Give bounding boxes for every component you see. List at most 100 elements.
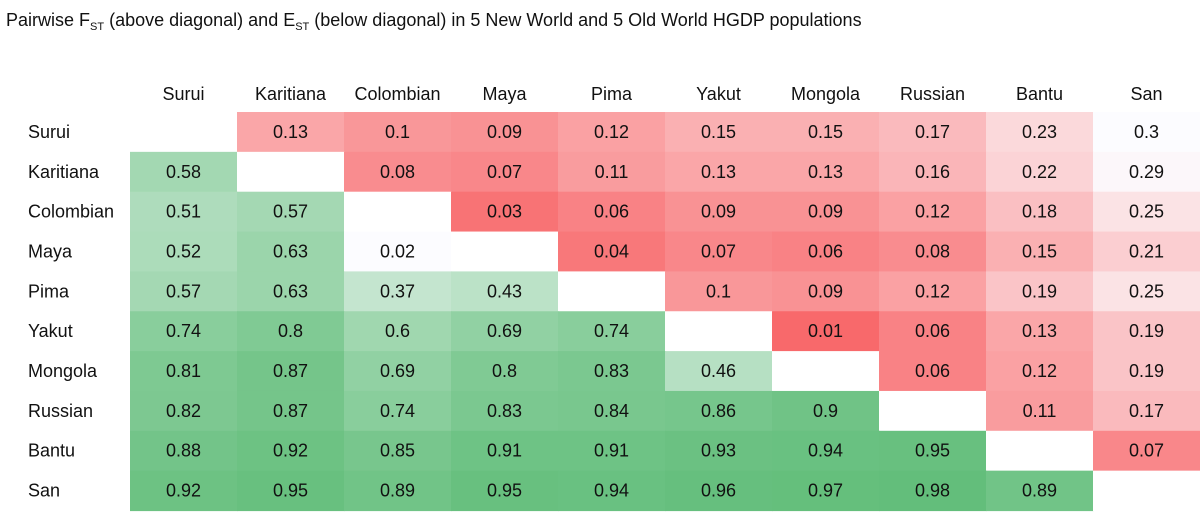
- cell-value-label: 0.06: [915, 361, 950, 381]
- heatmap-cell-karitiana-colombian: [344, 151, 452, 193]
- heatmap-cell-san-surui: [130, 470, 238, 512]
- heatmap-cell-surui-yakut: [665, 112, 773, 153]
- title-subscript-1: ST: [90, 21, 104, 33]
- cell-value-label: 0.13: [273, 122, 308, 142]
- cell-value-label: 0.9: [813, 401, 838, 421]
- cell-value-label: 0.22: [1022, 162, 1057, 182]
- cell-value-label: 0.88: [166, 441, 201, 461]
- cell-value-label: 0.51: [166, 202, 201, 222]
- heatmap-cell-yakut-bantu: [986, 311, 1094, 352]
- cell-value-label: 0.13: [808, 162, 843, 182]
- heatmap-cell-russian-yakut: [665, 390, 773, 432]
- cell-value-label: 0.08: [915, 241, 950, 261]
- cell-value-label: 0.86: [701, 401, 736, 421]
- cell-value-label: 0.15: [1022, 241, 1057, 261]
- column-header-mongola: Mongola: [791, 84, 861, 104]
- heatmap-cell-mongola-yakut: [665, 351, 773, 392]
- heatmap-cell-maya-karitiana: [237, 231, 345, 272]
- cell-value-label: 0.43: [487, 281, 522, 301]
- heatmap-cell-pima-san: [1093, 271, 1200, 312]
- cell-value-label: 0.37: [380, 281, 415, 301]
- heatmap-cell-karitiana-mongola: [772, 151, 880, 193]
- column-header-yakut: Yakut: [696, 84, 741, 104]
- heatmap-cell-bantu-bantu: [986, 430, 1094, 472]
- heatmap-cell-karitiana-bantu: [986, 151, 1094, 193]
- heatmap-cell-karitiana-russian: [879, 151, 987, 193]
- cell-value-label: 0.11: [595, 162, 629, 182]
- heatmap-cell-yakut-russian: [879, 311, 987, 352]
- heatmap-cell-san-bantu: [986, 470, 1094, 512]
- heatmap-cell-surui-russian: [879, 112, 987, 153]
- cell-value-label: 0.91: [487, 441, 522, 461]
- cell-value-label: 0.09: [701, 202, 736, 222]
- row-label-karitiana: Karitiana: [28, 162, 100, 182]
- heatmap-cell-yakut-maya: [451, 311, 559, 352]
- cell-value-label: 0.12: [1022, 361, 1057, 381]
- heatmap-cell-pima-surui: [130, 271, 238, 312]
- cell-value-label: 0.92: [273, 441, 308, 461]
- heatmap-cell-san-maya: [451, 470, 559, 512]
- heatmap-cell-san-russian: [879, 470, 987, 512]
- cell-value-label: 0.13: [1022, 321, 1057, 341]
- cell-value-label: 0.02: [380, 241, 415, 261]
- cell-value-label: 0.74: [166, 321, 201, 341]
- cell-value-label: 0.01: [808, 321, 843, 341]
- cell-value-label: 0.94: [808, 441, 843, 461]
- cell-value-label: 0.83: [487, 401, 522, 421]
- cell-value-label: 0.25: [1129, 281, 1164, 301]
- cell-value-label: 0.06: [808, 241, 843, 261]
- heatmap-cell-mongola-colombian: [344, 351, 452, 392]
- cell-value-label: 0.83: [594, 361, 629, 381]
- heatmap-cell-colombian-surui: [130, 191, 238, 233]
- heatmap-cell-karitiana-karitiana: [237, 151, 345, 193]
- heatmap-cell-colombian-pima: [558, 191, 666, 233]
- cell-value-label: 0.92: [166, 481, 201, 501]
- cell-value-label: 0.04: [594, 241, 629, 261]
- cell-value-label: 0.19: [1022, 281, 1057, 301]
- heatmap-cell-russian-russian: [879, 390, 987, 432]
- heatmap-cell-mongola-mongola: [772, 351, 880, 392]
- cell-value-label: 0.95: [273, 481, 308, 501]
- row-label-san: San: [28, 481, 60, 501]
- cell-value-label: 0.95: [487, 481, 522, 501]
- heatmap-cell-maya-maya: [451, 231, 559, 272]
- heatmap-cell-bantu-russian: [879, 430, 987, 472]
- column-header-san: San: [1130, 84, 1162, 104]
- row-label-surui: Surui: [28, 122, 70, 142]
- heatmap-cell-san-karitiana: [237, 470, 345, 512]
- heatmap-cell-mongola-pima: [558, 351, 666, 392]
- cell-value-label: 0.09: [808, 281, 843, 301]
- heatmap-cell-pima-bantu: [986, 271, 1094, 312]
- heatmap-cell-mongola-maya: [451, 351, 559, 392]
- title-subscript-2: ST: [295, 21, 309, 33]
- heatmap-cell-karitiana-yakut: [665, 151, 773, 193]
- cell-value-label: 0.15: [808, 122, 843, 142]
- row-label-maya: Maya: [28, 241, 73, 261]
- cell-value-label: 0.58: [166, 162, 201, 182]
- cell-value-label: 0.25: [1129, 202, 1164, 222]
- title-part1: Pairwise F: [6, 10, 90, 30]
- row-label-bantu: Bantu: [28, 441, 75, 461]
- heatmap-cell-yakut-surui: [130, 311, 238, 352]
- cell-value-label: 0.18: [1022, 202, 1057, 222]
- cell-value-label: 0.07: [701, 241, 736, 261]
- heatmap-cell-pima-yakut: [665, 271, 773, 312]
- row-label-yakut: Yakut: [28, 321, 73, 341]
- heatmap-cell-yakut-mongola: [772, 311, 880, 352]
- cell-value-label: 0.13: [701, 162, 736, 182]
- heatmap-cell-bantu-yakut: [665, 430, 773, 472]
- cell-value-label: 0.17: [915, 122, 950, 142]
- column-header-maya: Maya: [482, 84, 527, 104]
- heatmap-cell-san-pima: [558, 470, 666, 512]
- heatmap-cell-surui-colombian: [344, 112, 452, 153]
- cell-value-label: 0.94: [594, 481, 629, 501]
- cell-value-label: 0.63: [273, 241, 308, 261]
- cell-value-label: 0.17: [1129, 401, 1164, 421]
- cell-value-label: 0.69: [380, 361, 415, 381]
- heatmap-cell-maya-bantu: [986, 231, 1094, 272]
- cell-value-label: 0.98: [915, 481, 950, 501]
- heatmap-cell-colombian-colombian: [344, 191, 452, 233]
- heatmap-cell-russian-colombian: [344, 390, 452, 432]
- title-part3: (below diagonal) in 5 New World and 5 Ol…: [309, 10, 861, 30]
- heatmap-cell-surui-maya: [451, 112, 559, 153]
